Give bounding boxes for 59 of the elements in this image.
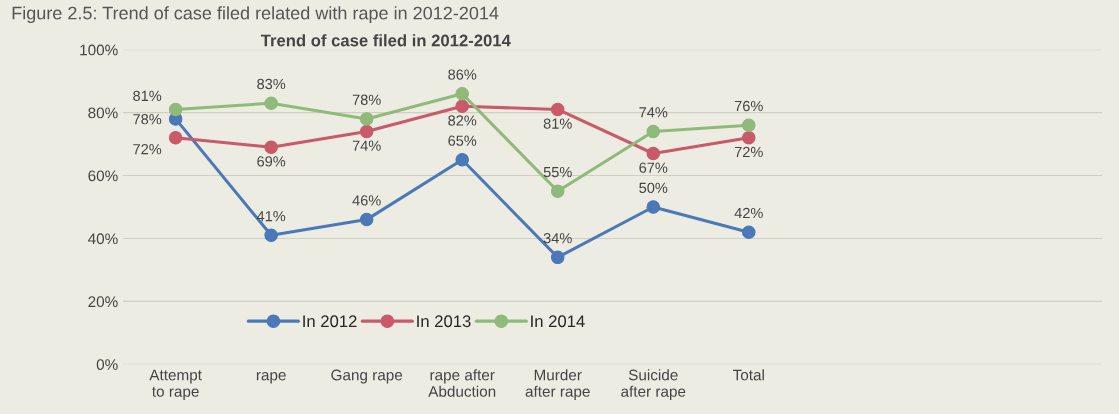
point — [550, 184, 565, 199]
point — [264, 228, 278, 243]
point — [742, 118, 756, 132]
data-label: 55% — [543, 167, 572, 178]
point — [359, 112, 374, 126]
data-label: 34% — [543, 233, 572, 244]
point — [646, 124, 661, 139]
x-tick-label: Suicide after rape — [621, 369, 686, 400]
data-label: 41% — [256, 211, 286, 222]
data-label: 76% — [734, 100, 763, 112]
point — [264, 140, 278, 154]
legend-label: In 2014 — [531, 315, 585, 328]
point — [455, 99, 469, 114]
data-label: 42% — [734, 207, 763, 219]
point — [359, 124, 374, 139]
data-label: 83% — [257, 78, 286, 90]
x-tick-label: rape — [256, 372, 286, 384]
data-label: 82% — [448, 115, 477, 126]
chart-subtitle: Trend of case filed in 2012-2014 — [260, 34, 511, 47]
point — [550, 250, 565, 265]
y-tick-label: 20% — [88, 296, 118, 308]
y-tick-label: 60% — [88, 170, 118, 182]
point — [646, 200, 661, 214]
point — [359, 212, 374, 227]
data-label: 72% — [133, 144, 162, 155]
point — [264, 96, 278, 110]
data-label: 65% — [448, 135, 477, 146]
x-tick-label: rape after Abduction — [428, 369, 496, 397]
legend-label: In 2013 — [417, 315, 471, 328]
data-label: 67% — [639, 162, 668, 173]
data-label: 81% — [133, 90, 162, 102]
data-label: 74% — [639, 107, 668, 118]
x-tick-label: Attempt to rape — [149, 369, 202, 400]
data-label: 74% — [352, 140, 381, 151]
data-label: 86% — [448, 69, 477, 80]
x-tick-label: Total — [732, 369, 764, 381]
x-tick-label: Murder after rape — [525, 369, 590, 400]
point — [168, 131, 183, 145]
data-label: 72% — [734, 146, 763, 158]
data-label: 78% — [352, 94, 381, 105]
data-label: 46% — [352, 195, 381, 206]
data-label: 81% — [543, 118, 572, 129]
data-label: 50% — [639, 182, 668, 194]
y-tick-label: 0% — [96, 359, 118, 371]
point — [550, 102, 565, 117]
chart-title: Figure 2.5: Trend of case filed related with rape in 2012-2014 — [12, 6, 499, 24]
data-label: 69% — [257, 156, 286, 167]
legend-label: In 2012 — [303, 315, 357, 328]
point — [455, 153, 469, 167]
y-tick-label: 80% — [88, 107, 118, 119]
y-tick-label: 100% — [80, 44, 118, 56]
point — [455, 86, 469, 101]
data-label: 78% — [133, 114, 162, 125]
point — [168, 102, 183, 117]
y-tick-label: 40% — [88, 233, 118, 245]
point — [742, 131, 756, 145]
x-tick-label: Gang rape — [331, 369, 403, 384]
point — [646, 146, 661, 161]
point — [742, 225, 756, 239]
